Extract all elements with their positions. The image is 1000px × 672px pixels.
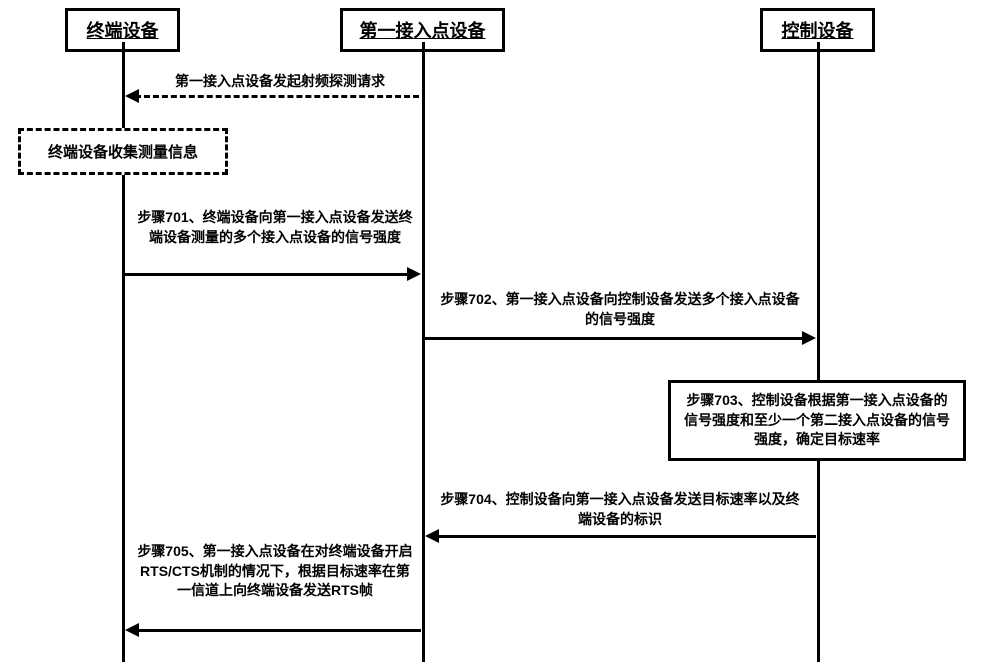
arrow-step704 [437, 535, 816, 538]
msg-step702-label: 步骤702、第一接入点设备向控制设备发送多个接入点设备的信号强度 [435, 290, 805, 329]
arrow-probe-head [125, 89, 139, 103]
lifeline-ap1 [422, 42, 425, 662]
sequence-diagram: 终端设备 第一接入点设备 控制设备 第一接入点设备发起射频探测请求 终端设备收集… [0, 0, 1000, 672]
process-step703: 步骤703、控制设备根据第一接入点设备的信号强度和至少一个第二接入点设备的信号强… [668, 380, 966, 461]
actor-terminal-label: 终端设备 [87, 21, 159, 41]
arrow-step702 [425, 337, 804, 340]
arrow-probe [135, 95, 419, 98]
msg-step701-label: 步骤701、终端设备向第一接入点设备发送终端设备测量的多个接入点设备的信号强度 [135, 208, 415, 247]
msg-step704-label: 步骤704、控制设备向第一接入点设备发送目标速率以及终端设备的标识 [435, 490, 805, 529]
msg-step705-label: 步骤705、第一接入点设备在对终端设备开启RTS/CTS机制的情况下，根据目标速… [135, 542, 415, 601]
lifeline-controller [817, 42, 820, 662]
arrow-step704-head [425, 529, 439, 543]
note-terminal-collect: 终端设备收集测量信息 [18, 128, 228, 175]
arrow-step702-head [802, 331, 816, 345]
actor-ap1-label: 第一接入点设备 [360, 21, 486, 41]
arrow-step701 [125, 273, 409, 276]
actor-controller-label: 控制设备 [782, 21, 854, 41]
msg-probe-label: 第一接入点设备发起射频探测请求 [150, 72, 410, 92]
arrow-step705 [137, 629, 421, 632]
arrow-step705-head [125, 623, 139, 637]
arrow-step701-head [407, 267, 421, 281]
